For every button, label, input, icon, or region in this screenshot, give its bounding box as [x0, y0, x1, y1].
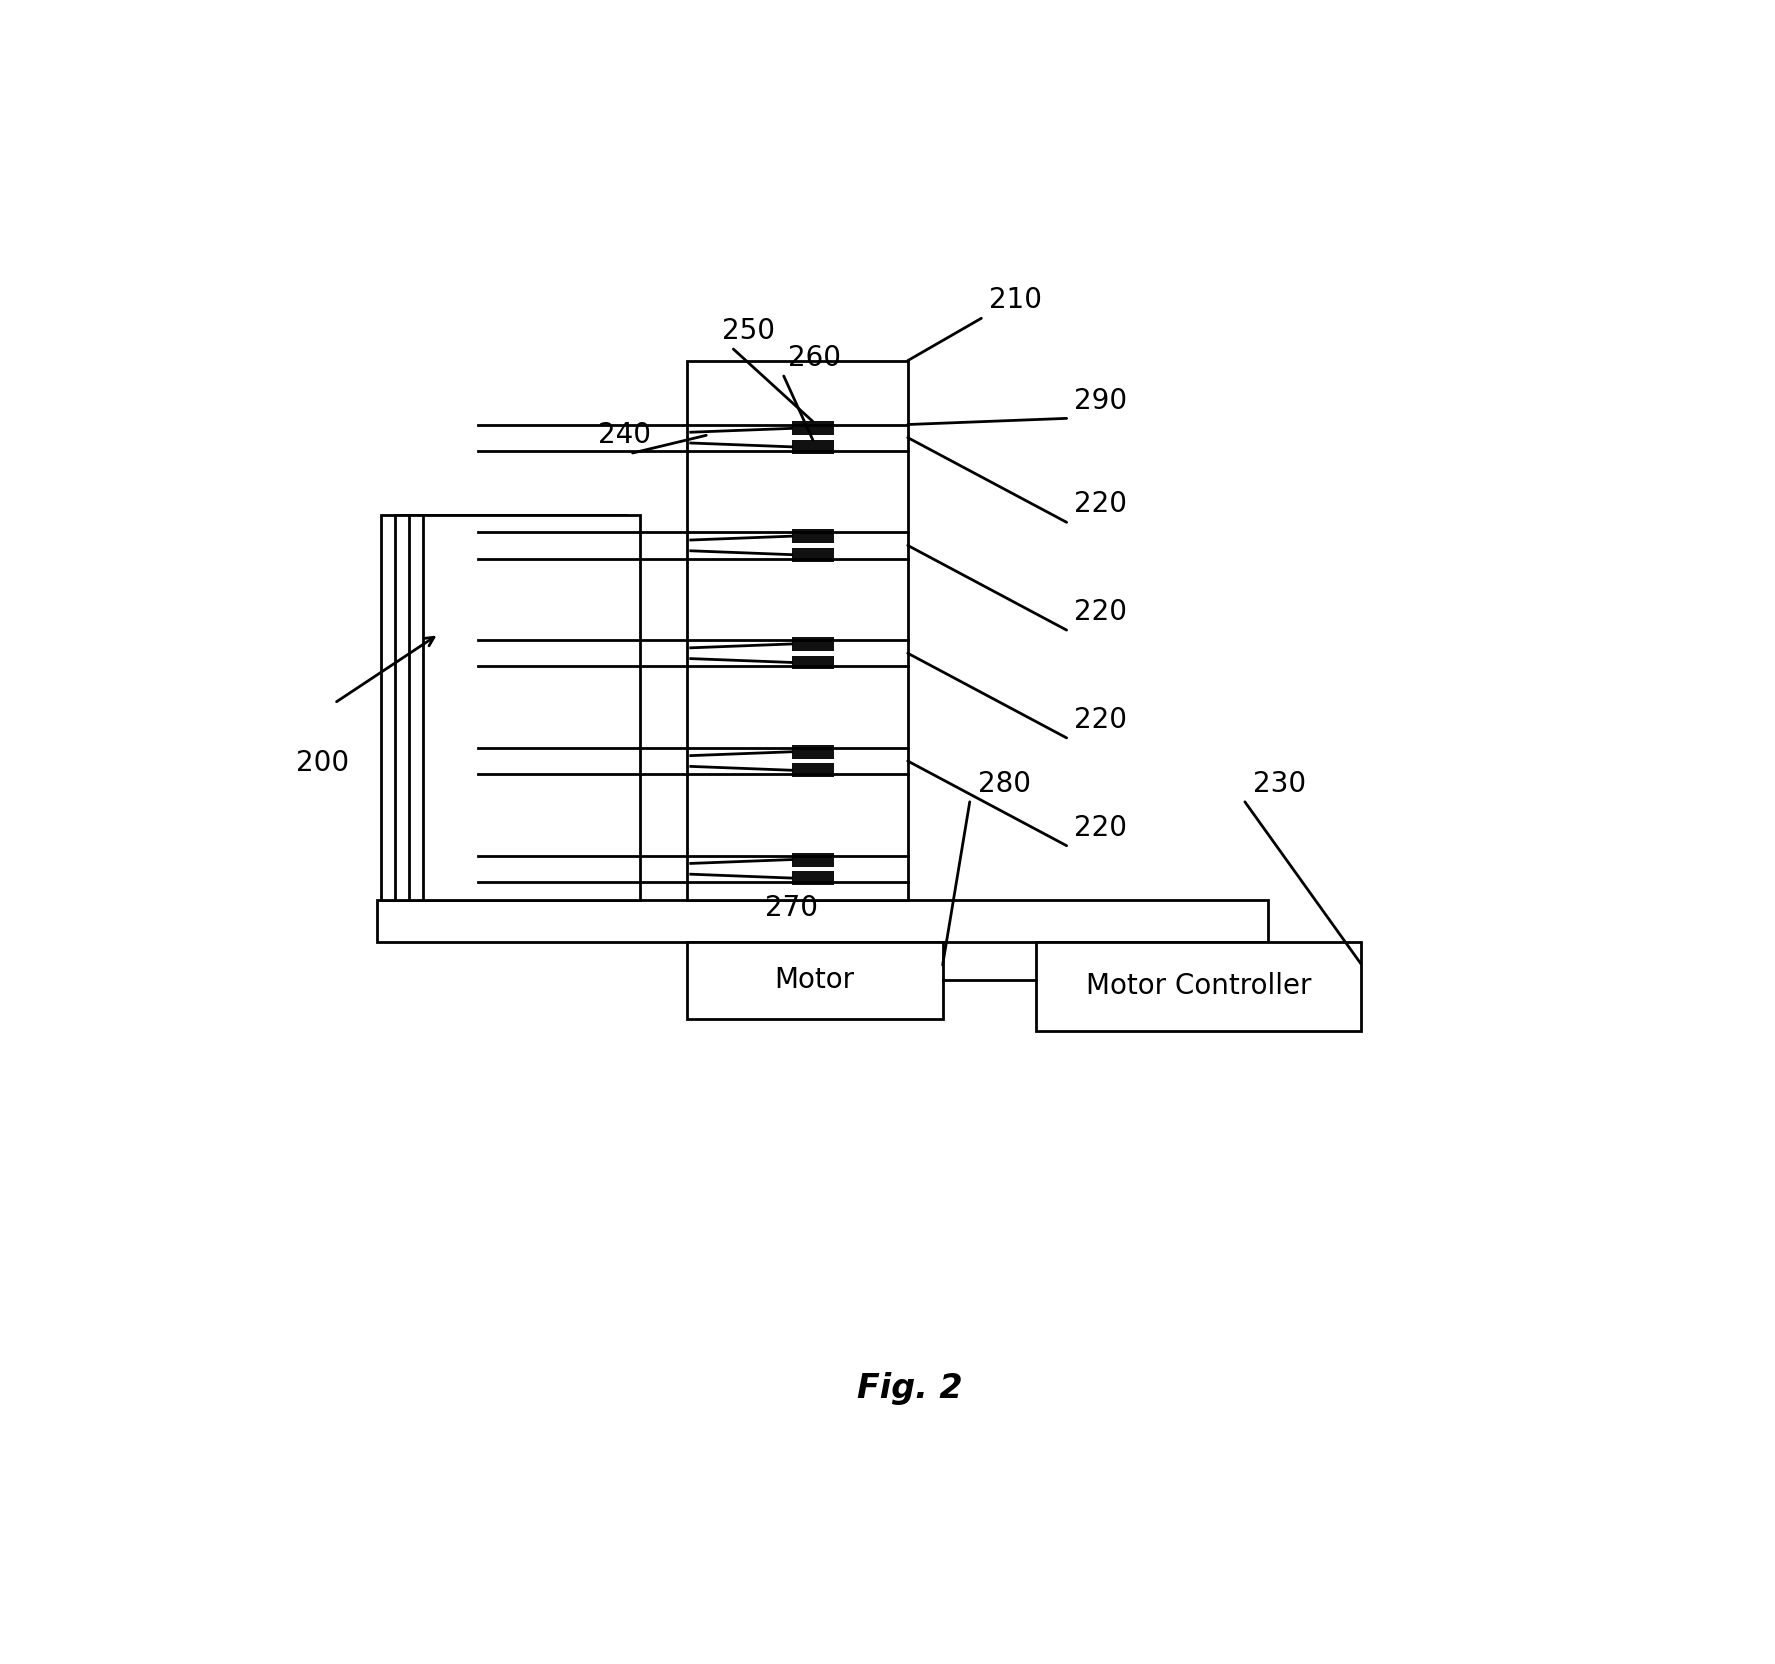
Bar: [408, 514, 625, 900]
Text: Motor: Motor: [774, 967, 856, 995]
Text: 250: 250: [722, 318, 774, 344]
Text: 290: 290: [1074, 386, 1127, 414]
Text: 220: 220: [1074, 706, 1127, 734]
Text: Motor Controller: Motor Controller: [1086, 972, 1312, 1000]
Text: 260: 260: [788, 344, 841, 373]
Bar: [792, 872, 834, 885]
Bar: [792, 764, 834, 777]
Bar: [792, 529, 834, 542]
Text: 270: 270: [765, 894, 818, 922]
Bar: [1035, 942, 1361, 1030]
Bar: [792, 852, 834, 867]
Bar: [792, 439, 834, 454]
Bar: [687, 361, 907, 900]
Text: 240: 240: [598, 421, 651, 449]
Bar: [792, 656, 834, 669]
Text: 210: 210: [989, 286, 1042, 314]
Text: 220: 220: [1074, 814, 1127, 842]
Text: 280: 280: [978, 770, 1031, 799]
Bar: [422, 514, 639, 900]
Text: Fig. 2: Fig. 2: [857, 1373, 962, 1404]
Bar: [394, 514, 612, 900]
Bar: [382, 514, 598, 900]
Bar: [792, 421, 834, 436]
Text: 230: 230: [1253, 770, 1306, 799]
Bar: [792, 547, 834, 561]
Text: 220: 220: [1074, 599, 1127, 626]
Text: 200: 200: [295, 749, 348, 777]
Bar: [687, 942, 943, 1018]
Text: 220: 220: [1074, 491, 1127, 519]
Bar: [376, 900, 1267, 942]
Bar: [792, 637, 834, 651]
Bar: [792, 745, 834, 759]
